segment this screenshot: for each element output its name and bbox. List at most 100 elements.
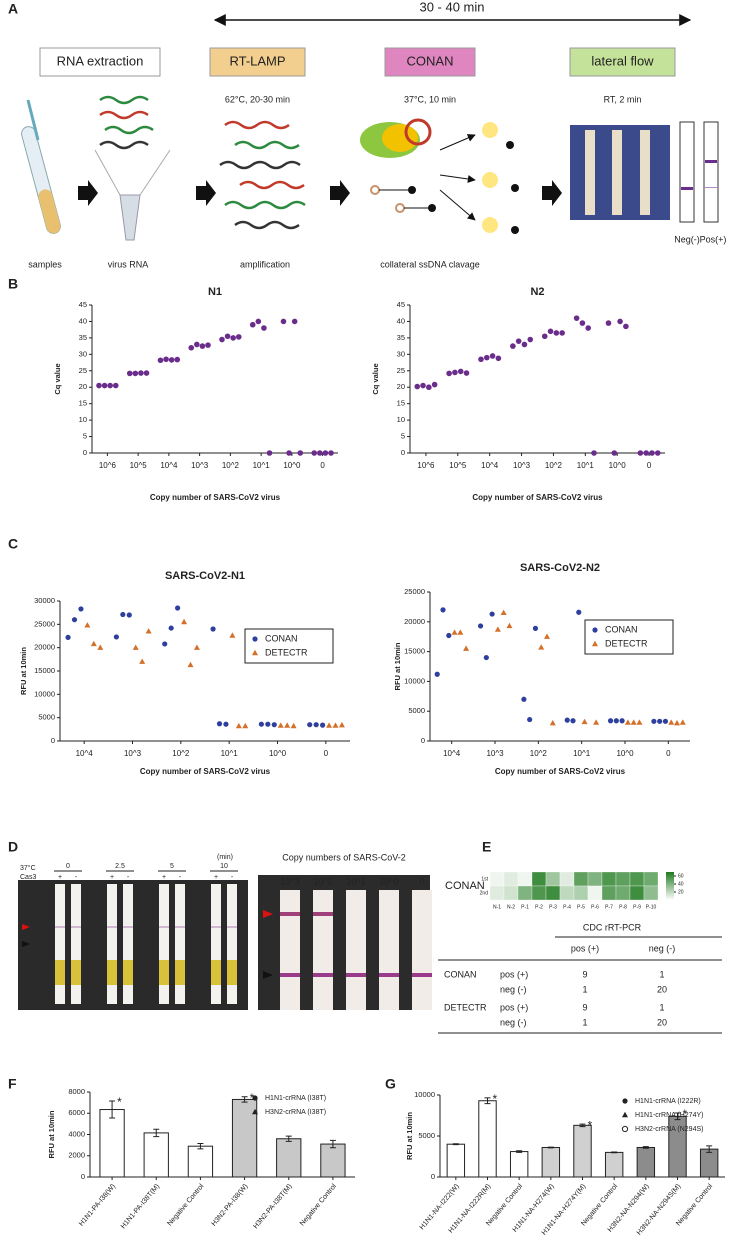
table-column: neg (-) [649, 943, 676, 953]
y-tick-label: 10 [79, 415, 87, 424]
point [266, 450, 273, 456]
point [291, 318, 298, 325]
strip [123, 884, 133, 1004]
x-axis-label: Copy number of SARS-CoV2 virus [472, 493, 603, 502]
point [527, 336, 534, 343]
y-axis-label: RFU at 10min [47, 1110, 56, 1158]
x-tick-label: 10^5 [449, 461, 467, 470]
point [290, 722, 297, 729]
time-label: 5 [170, 863, 174, 870]
step-caption: samples [28, 259, 62, 269]
heat-cell [545, 885, 561, 901]
point [544, 633, 550, 639]
strip [71, 884, 81, 1004]
strip [346, 890, 366, 1010]
copy-label: 10^0 [379, 876, 398, 886]
point [107, 382, 113, 389]
table-cell: 1 [659, 969, 664, 979]
point [463, 645, 470, 651]
y-tick-label: 15000 [34, 666, 55, 675]
heat-x-label: P-8 [619, 904, 627, 910]
x-tick-label: 10^0 [609, 461, 627, 470]
point [622, 1111, 628, 1118]
point [570, 718, 576, 724]
heat-cell [587, 885, 603, 901]
x-tick-label: H3N2-PA-I38T(M) [252, 1183, 293, 1230]
bar [99, 1109, 125, 1178]
heat-x-label: P-3 [549, 904, 557, 910]
x-tick-label: 10^4 [481, 461, 499, 470]
point [224, 333, 231, 340]
point [252, 636, 258, 642]
lateral-flow-photo [570, 121, 719, 223]
point [252, 1095, 258, 1101]
bar [187, 1145, 214, 1178]
heat-x-label: P-7 [605, 904, 613, 910]
point [328, 450, 334, 456]
y-tick-label: 25 [79, 366, 87, 375]
error-bar [285, 1135, 292, 1142]
strip [379, 890, 399, 1010]
point [521, 341, 528, 348]
step-caption: collateral ssDNA clavage [380, 259, 480, 269]
x-tick-label: 0 [666, 749, 671, 758]
point [463, 370, 470, 376]
point [174, 356, 181, 363]
table-cell: 1 [582, 984, 587, 994]
point [286, 450, 292, 456]
x-tick-label: 10^5 [130, 461, 148, 470]
y-tick-label: 0 [51, 736, 55, 745]
point [559, 330, 565, 336]
step-box [569, 47, 676, 77]
point [113, 634, 119, 640]
y-tick-label: 25000 [34, 619, 55, 628]
arrow-red [22, 924, 30, 930]
legend-label: CONAN [265, 633, 298, 643]
x-tick-label: 10^6 [99, 461, 117, 470]
legend-label: H3N2-crRNA (I38T) [265, 1109, 326, 1116]
point [126, 370, 133, 377]
point [521, 696, 527, 702]
heat-cell [531, 871, 547, 887]
y-tick-label: 10000 [34, 689, 55, 698]
y-tick-label: 20 [79, 382, 87, 391]
sign: - [179, 874, 182, 881]
error-bar [674, 1112, 681, 1121]
point [97, 644, 104, 650]
legend-label: DETECTR [265, 647, 308, 657]
point [510, 343, 516, 349]
point [483, 654, 489, 661]
point [483, 354, 490, 361]
sign: + [58, 874, 62, 881]
y-tick-label: 0 [401, 448, 405, 457]
point [434, 671, 440, 677]
x-axis-label: Copy number of SARS-CoV2 virus [140, 767, 271, 776]
point [564, 717, 570, 723]
y-tick-label: 0 [81, 1172, 85, 1181]
time-label: 2.5 [115, 863, 125, 870]
y-tick-label: 10000 [404, 676, 425, 685]
point [252, 649, 258, 656]
point [313, 722, 319, 728]
heat-cell [643, 871, 659, 887]
point [194, 341, 200, 348]
y-tick-label: 15 [397, 399, 405, 408]
y-tick-label: 15 [79, 399, 87, 408]
table-row-label: neg (-) [500, 984, 527, 994]
control-band [379, 973, 399, 977]
y-tick-label: 20 [397, 382, 405, 391]
point [223, 721, 229, 727]
x-tick-label: Negative Control [299, 1183, 338, 1228]
point [605, 320, 612, 326]
x-tick-label: 10^3 [191, 461, 209, 470]
annotation: * [588, 1118, 593, 1132]
point [649, 450, 655, 456]
point [235, 722, 242, 729]
point [193, 644, 200, 650]
step-box [384, 47, 476, 77]
legend-label: CONAN [605, 624, 638, 634]
point [175, 605, 181, 611]
copy-label: 10^1 [346, 876, 365, 886]
error-bar [579, 1123, 586, 1128]
heat-cell [517, 885, 533, 901]
